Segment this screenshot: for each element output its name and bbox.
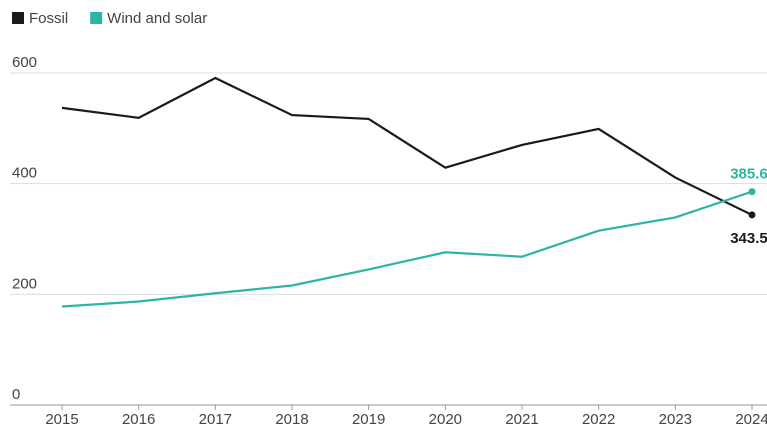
x-tick-label: 2018 xyxy=(275,411,308,428)
series-line xyxy=(61,190,753,308)
y-tick-label: 0 xyxy=(12,386,20,403)
x-tick-label: 2019 xyxy=(352,411,385,428)
x-tick-label: 2021 xyxy=(505,411,538,428)
x-tick-label: 2017 xyxy=(199,411,232,428)
y-tick-label: 600 xyxy=(12,54,37,71)
y-tick-label: 200 xyxy=(12,275,37,292)
legend-label: Fossil xyxy=(29,10,68,27)
end-label: 343.5 xyxy=(730,230,767,247)
x-tick-label: 2015 xyxy=(45,411,78,428)
legend-swatch xyxy=(90,12,103,24)
end-point xyxy=(748,188,756,196)
end-label: 385.6 xyxy=(730,166,767,183)
y-tick-label: 400 xyxy=(12,165,37,182)
x-tick-label: 2016 xyxy=(122,411,155,428)
legend-label: Wind and solar xyxy=(107,10,207,27)
legend-swatch xyxy=(12,12,24,24)
x-tick-label: 2023 xyxy=(659,411,692,428)
x-tick-label: 2022 xyxy=(582,411,615,428)
end-point xyxy=(748,211,756,219)
x-tick-label: 2024 xyxy=(735,411,767,428)
series-line xyxy=(61,76,753,216)
x-tick-label: 2020 xyxy=(429,411,462,428)
